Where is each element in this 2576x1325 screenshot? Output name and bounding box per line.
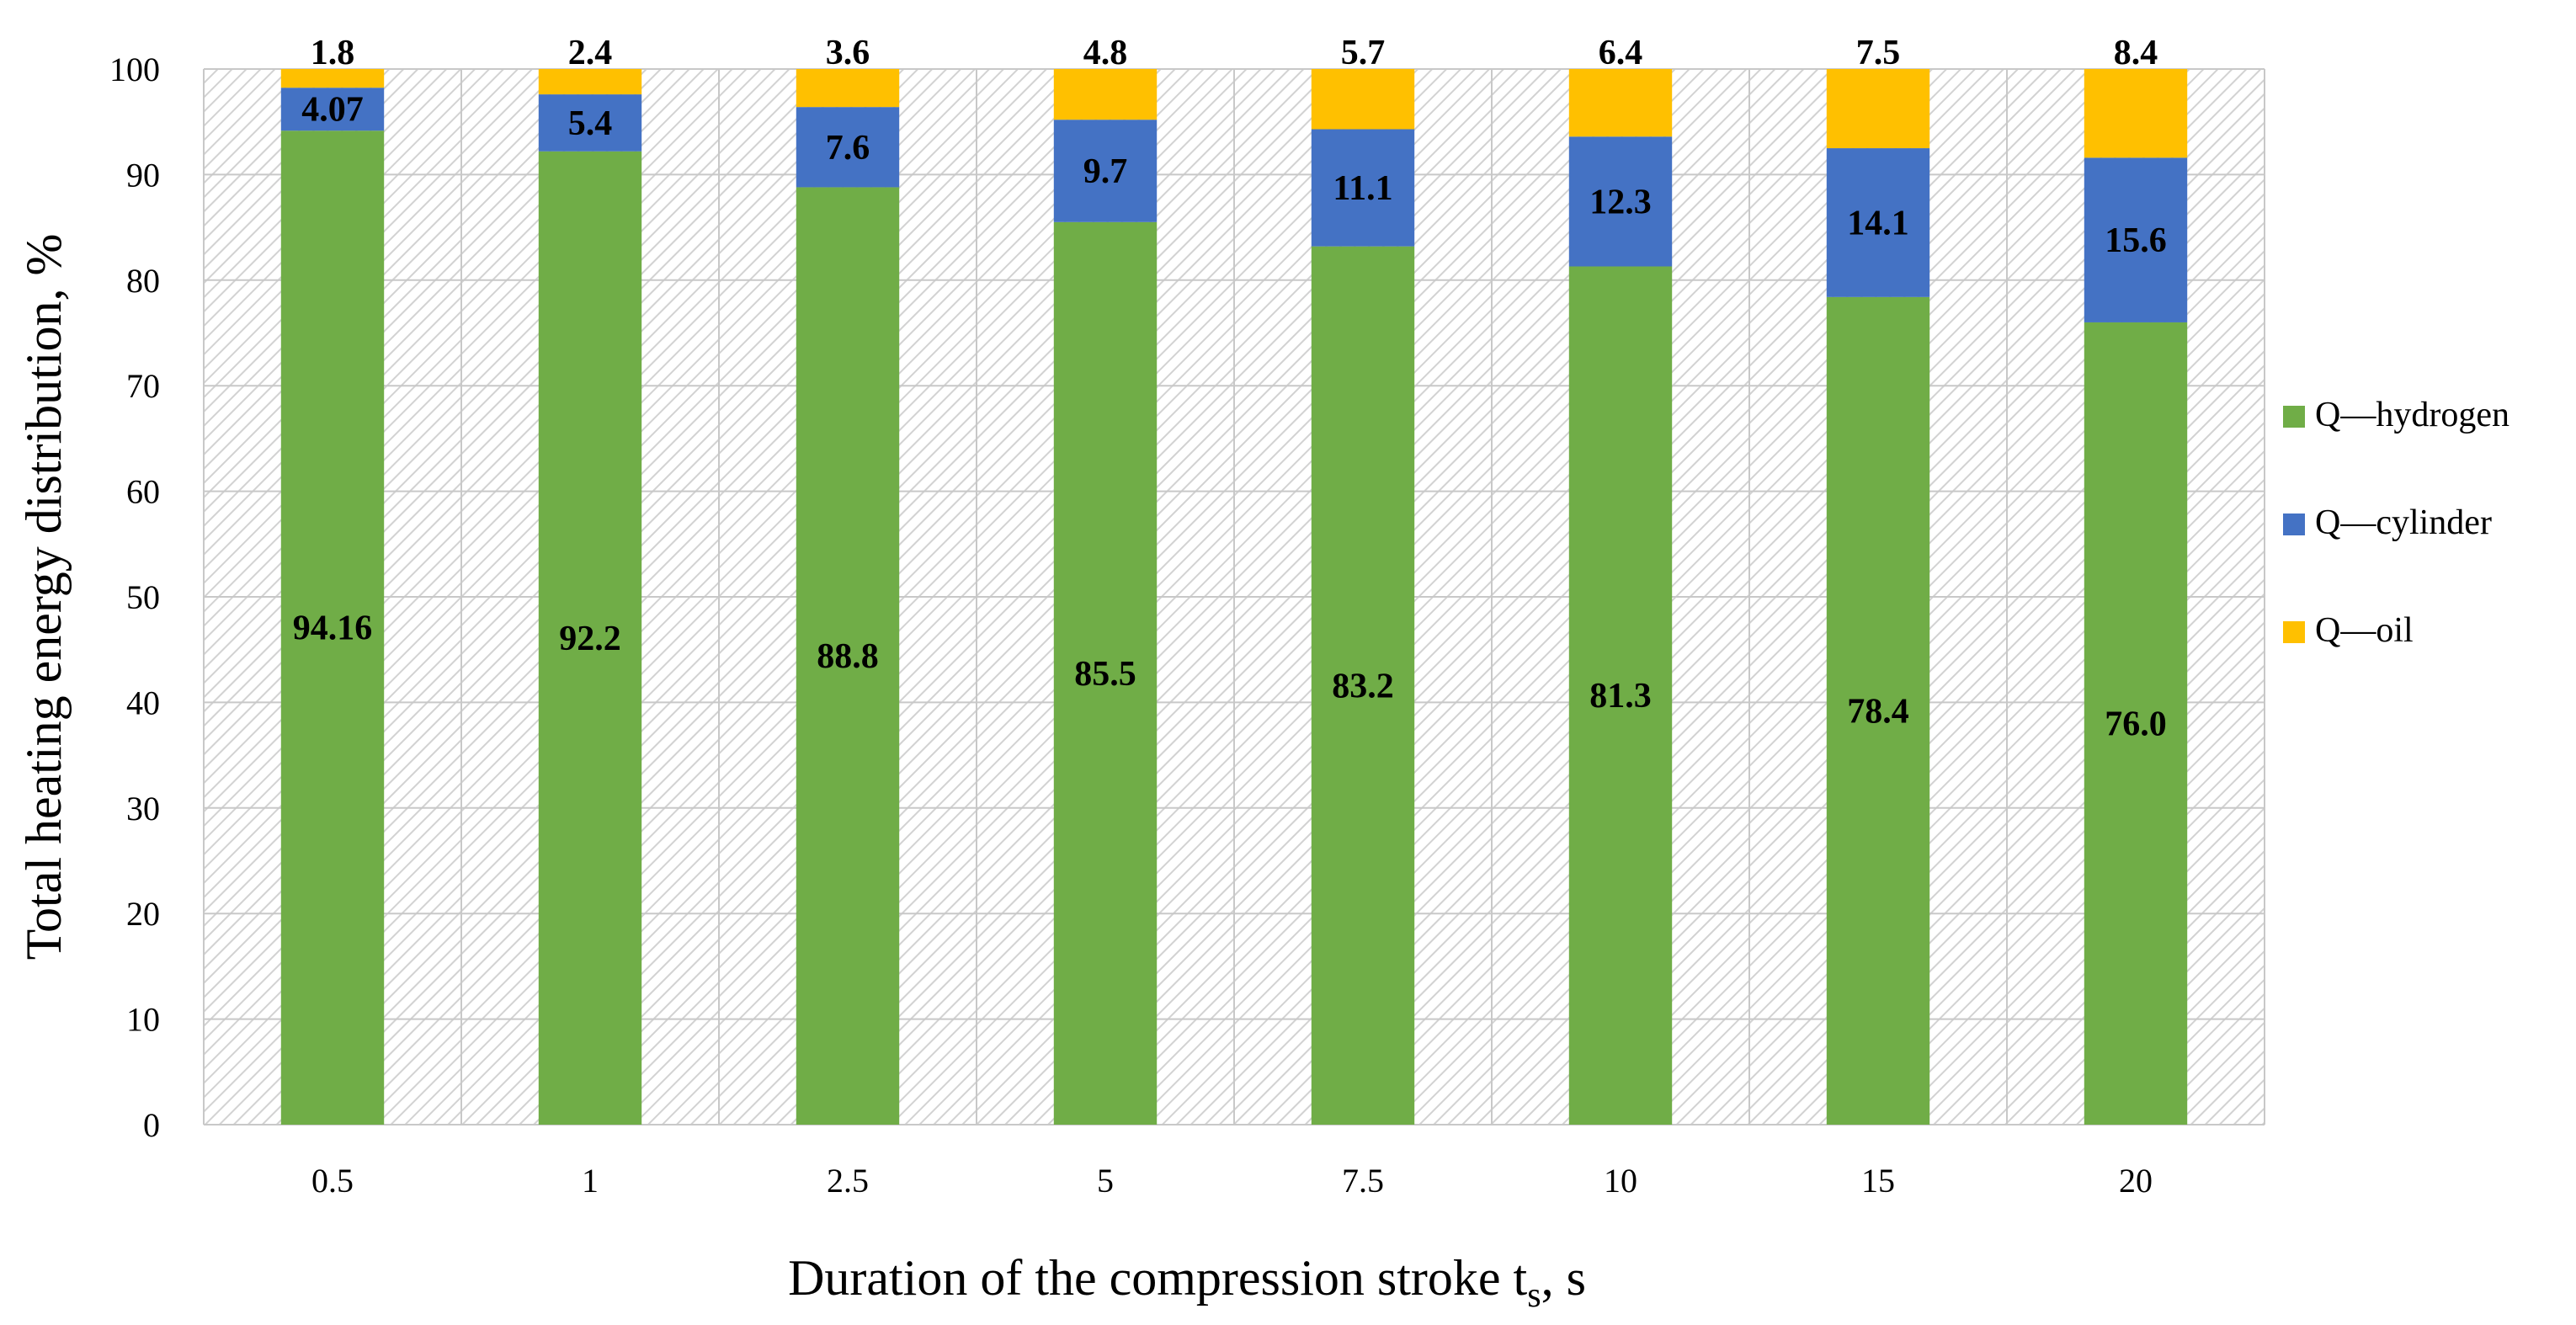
bar-segment-oil-1 [538,69,642,95]
data-label-hydrogen-0.5: 94.16 [293,609,373,648]
data-label-cylinder-10: 12.3 [1589,183,1652,221]
y-tick-label-80: 80 [126,262,160,300]
bar-segment-oil-5 [1053,69,1158,120]
bar-segment-oil-15 [1826,69,1930,149]
bar-segment-hydrogen-1 [538,151,642,1125]
bar-labels: 94.16 4.07 1.8 92.2 5.4 2.4 88.8 7.6 3.6 85.5 9.7 4… [293,34,2167,743]
data-label-oil-10: 6.4 [1599,34,1643,72]
x-tick-label-20: 20 [2119,1162,2153,1200]
y-tick-label-20: 20 [126,895,160,933]
x-axis-title-main: Duration of the compression stroke t [788,1250,1527,1306]
data-label-cylinder-2.5: 7.6 [826,129,870,168]
x-axis-title-subscript: s [1527,1276,1541,1315]
data-label-hydrogen-15: 78.4 [1847,692,1909,731]
x-axis-title: Duration of the compression stroke ts, s [788,1250,1586,1315]
y-tick-label-50: 50 [126,578,160,616]
legend-label-hydrogen: Q—hydrogen [2315,396,2509,434]
y-tick-label-100: 100 [109,51,160,88]
x-tick-label-5: 5 [1097,1162,1114,1200]
y-tick-label-60: 60 [126,473,160,511]
x-axis-title-suffix: , s [1541,1250,1586,1306]
legend-label-oil: Q—oil [2315,611,2414,650]
data-label-cylinder-7.5: 11.1 [1333,169,1392,208]
bar-segment-oil-10 [1568,69,1673,137]
data-label-hydrogen-10: 81.3 [1589,677,1652,716]
data-label-hydrogen-20: 76.0 [2105,705,2167,743]
x-tick-label-2.5: 2.5 [827,1162,869,1200]
bar-segment-cylinder-10 [1568,136,1673,267]
x-axis-ticks: 0.5 1 2.5 5 7.5 10 15 20 [311,1162,2153,1200]
data-label-oil-5: 4.8 [1083,34,1128,72]
data-label-hydrogen-7.5: 83.2 [1332,667,1394,705]
bar-segment-cylinder-20 [2084,157,2188,322]
y-tick-label-10: 10 [126,1001,160,1039]
bar-segment-cylinder-2.5 [796,107,900,188]
x-tick-label-7.5: 7.5 [1342,1162,1384,1200]
data-label-cylinder-15: 14.1 [1847,204,1909,242]
y-tick-label-30: 30 [126,790,160,827]
y-tick-label-40: 40 [126,684,160,721]
data-label-hydrogen-5: 85.5 [1074,655,1136,694]
y-axis-title: Total heating energy distribution, % [16,234,72,960]
bar-segment-hydrogen-2.5 [796,187,900,1125]
data-label-cylinder-20: 15.6 [2105,221,2167,260]
bar-segment-oil-2.5 [796,69,900,108]
legend-swatch-cylinder [2283,514,2305,535]
y-tick-label-70: 70 [126,367,160,405]
bars [280,69,2188,1125]
bar-segment-oil-20 [2084,69,2188,158]
x-tick-label-0.5: 0.5 [311,1162,354,1200]
x-tick-label-1: 1 [582,1162,599,1200]
data-label-oil-2.5: 3.6 [826,34,870,72]
bar-segment-hydrogen-0.5 [280,130,385,1125]
bar-segment-cylinder-5 [1053,120,1158,222]
data-label-oil-20: 8.4 [2114,34,2158,72]
bar-segment-hydrogen-10 [1568,266,1673,1125]
data-label-hydrogen-2.5: 88.8 [817,637,879,676]
legend-swatch-hydrogen [2283,406,2305,428]
x-tick-label-15: 15 [1861,1162,1895,1200]
y-axis-ticks: 0 10 20 30 40 50 60 70 80 90 100 [109,51,160,1144]
data-label-oil-0.5: 1.8 [311,34,355,72]
bar-segment-cylinder-7.5 [1311,129,1415,247]
bar-segment-hydrogen-15 [1826,296,1930,1125]
data-label-cylinder-0.5: 4.07 [301,91,364,130]
data-label-oil-1: 2.4 [568,34,613,72]
bar-segment-hydrogen-7.5 [1311,246,1415,1125]
legend-label-cylinder: Q—cylinder [2315,503,2492,542]
bar-segment-oil-0.5 [280,69,385,88]
data-label-cylinder-5: 9.7 [1083,152,1128,191]
bar-segment-cylinder-15 [1826,148,1930,297]
legend-swatch-oil [2283,621,2305,643]
data-label-cylinder-1: 5.4 [568,104,613,143]
data-label-hydrogen-1: 92.2 [559,620,621,658]
y-tick-label-0: 0 [143,1106,160,1144]
bar-segment-oil-7.5 [1311,69,1415,130]
bar-segment-hydrogen-5 [1053,221,1158,1125]
data-label-oil-7.5: 5.7 [1341,34,1386,72]
legend: Q—hydrogen Q—cylinder Q—oil [2283,396,2509,650]
y-tick-label-90: 90 [126,156,160,194]
data-label-oil-15: 7.5 [1856,34,1901,72]
x-tick-label-10: 10 [1604,1162,1637,1200]
bar-segment-hydrogen-20 [2084,322,2188,1125]
bar-segment-cylinder-1 [538,94,642,152]
bar-segment-cylinder-0.5 [280,88,385,131]
